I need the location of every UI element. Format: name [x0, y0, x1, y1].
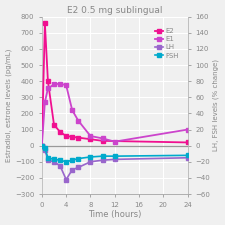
- E1: [101, 137, 104, 140]
- LH: [89, 160, 92, 163]
- FSH: [186, 154, 189, 157]
- Line: E1: E1: [40, 82, 189, 147]
- LH: [43, 148, 46, 151]
- LH: [65, 178, 68, 181]
- FSH: [71, 159, 74, 162]
- E1: [53, 83, 55, 86]
- E1: [89, 135, 92, 137]
- FSH: [47, 156, 49, 159]
- Legend: E2, E1, LH, FSH: E2, E1, LH, FSH: [152, 25, 181, 61]
- E1: [71, 109, 74, 112]
- FSH: [65, 160, 68, 163]
- Y-axis label: Estradiol, estrone levels (pg/mL): Estradiol, estrone levels (pg/mL): [6, 49, 12, 162]
- Line: FSH: FSH: [40, 144, 189, 164]
- LH: [186, 156, 189, 159]
- FSH: [53, 158, 55, 161]
- E2: [186, 141, 189, 144]
- FSH: [101, 155, 104, 157]
- E2: [77, 136, 80, 139]
- Y-axis label: LH, FSH levels (% change): LH, FSH levels (% change): [213, 59, 219, 151]
- Line: LH: LH: [40, 144, 189, 181]
- E2: [43, 22, 46, 25]
- E1: [47, 87, 49, 90]
- E1: [65, 84, 68, 87]
- E2: [53, 123, 55, 126]
- E2: [101, 140, 104, 142]
- E1: [186, 128, 189, 131]
- Title: E2 0.5 mg sublingual: E2 0.5 mg sublingual: [67, 6, 162, 15]
- E2: [59, 131, 61, 133]
- FSH: [40, 144, 43, 147]
- FSH: [59, 159, 61, 162]
- LH: [101, 159, 104, 162]
- E2: [40, 144, 43, 147]
- E2: [65, 135, 68, 137]
- FSH: [113, 155, 116, 157]
- LH: [47, 159, 49, 162]
- LH: [113, 158, 116, 161]
- LH: [40, 144, 43, 147]
- FSH: [77, 157, 80, 160]
- LH: [53, 160, 55, 163]
- LH: [77, 166, 80, 169]
- FSH: [89, 156, 92, 158]
- X-axis label: Time (hours): Time (hours): [88, 210, 142, 219]
- E1: [113, 140, 116, 143]
- E2: [47, 80, 49, 83]
- Line: E2: E2: [40, 21, 189, 147]
- LH: [59, 164, 61, 167]
- E1: [43, 101, 46, 104]
- E2: [71, 135, 74, 138]
- E2: [89, 138, 92, 141]
- LH: [71, 169, 74, 171]
- E1: [77, 119, 80, 122]
- E1: [40, 144, 43, 147]
- FSH: [43, 147, 46, 149]
- E1: [59, 82, 61, 85]
